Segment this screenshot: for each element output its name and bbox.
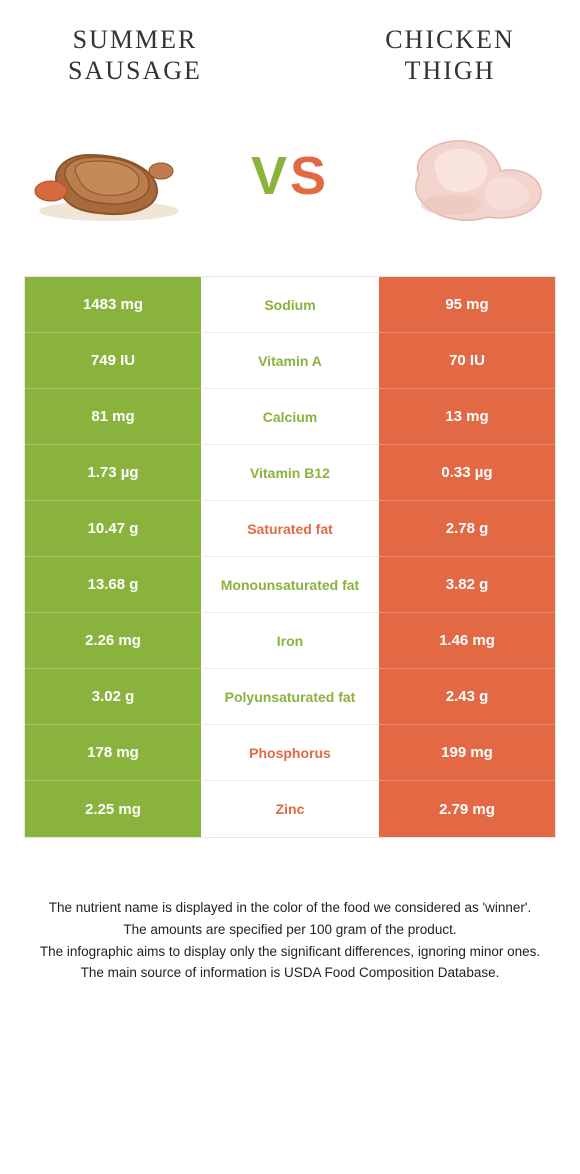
value-right: 70 IU [379,333,555,389]
table-row: 178 mgPhosphorus199 mg [25,725,555,781]
value-right: 2.79 mg [379,781,555,837]
value-right: 2.43 g [379,669,555,725]
value-right: 0.33 µg [379,445,555,501]
nutrient-name: Calcium [201,389,379,445]
nutrient-name: Vitamin B12 [201,445,379,501]
table-row: 3.02 gPolyunsaturated fat2.43 g [25,669,555,725]
value-left: 10.47 g [25,501,201,557]
nutrient-name: Sodium [201,277,379,333]
table-row: 2.25 mgZinc2.79 mg [25,781,555,837]
table-row: 749 IUVitamin A70 IU [25,333,555,389]
table-row: 1.73 µgVitamin B120.33 µg [25,445,555,501]
value-left: 1.73 µg [25,445,201,501]
table-row: 2.26 mgIron1.46 mg [25,613,555,669]
sausage-image [24,116,194,236]
value-left: 2.26 mg [25,613,201,669]
nutrient-name: Polyunsaturated fat [201,669,379,725]
nutrient-name: Zinc [201,781,379,837]
value-left: 81 mg [25,389,201,445]
vs-v: V [251,146,290,206]
value-right: 13 mg [379,389,555,445]
footnotes: The nutrient name is displayed in the co… [30,898,550,982]
value-left: 3.02 g [25,669,201,725]
footnote-line: The amounts are specified per 100 gram o… [30,920,550,940]
image-row: VS [0,96,580,256]
table-row: 13.68 gMonounsaturated fat3.82 g [25,557,555,613]
value-left: 749 IU [25,333,201,389]
table-row: 1483 mgSodium95 mg [25,277,555,333]
value-right: 95 mg [379,277,555,333]
value-left: 13.68 g [25,557,201,613]
vs-label: VS [251,145,329,207]
title-right: Chicken Thigh [350,24,550,86]
value-right: 2.78 g [379,501,555,557]
nutrient-name: Phosphorus [201,725,379,781]
nutrient-name: Monounsaturated fat [201,557,379,613]
value-left: 178 mg [25,725,201,781]
nutrient-name: Iron [201,613,379,669]
nutrient-table: 1483 mgSodium95 mg749 IUVitamin A70 IU81… [24,276,556,838]
vs-s: S [290,146,329,206]
header: Summer Sausage Chicken Thigh [0,0,580,96]
footnote-line: The main source of information is USDA F… [30,963,550,983]
value-right: 1.46 mg [379,613,555,669]
value-left: 1483 mg [25,277,201,333]
value-left: 2.25 mg [25,781,201,837]
nutrient-name: Saturated fat [201,501,379,557]
footnote-line: The nutrient name is displayed in the co… [30,898,550,918]
chicken-image [386,116,556,236]
table-row: 10.47 gSaturated fat2.78 g [25,501,555,557]
nutrient-name: Vitamin A [201,333,379,389]
table-row: 81 mgCalcium13 mg [25,389,555,445]
title-left: Summer Sausage [30,24,240,86]
value-right: 199 mg [379,725,555,781]
value-right: 3.82 g [379,557,555,613]
footnote-line: The infographic aims to display only the… [30,942,550,962]
